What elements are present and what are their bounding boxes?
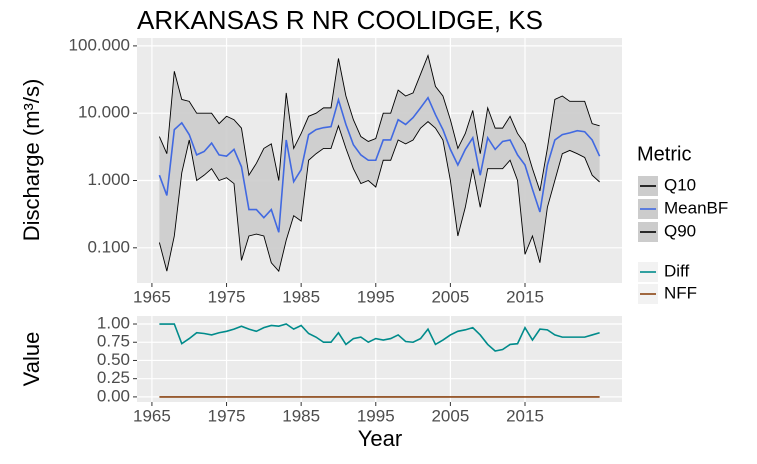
x-tick-label: 1975 (208, 287, 246, 306)
x-tick-label: 2015 (506, 287, 544, 306)
ribbon (159, 55, 600, 272)
legend-title: Metric (637, 143, 691, 165)
x-tick-label: 1975 (208, 406, 246, 425)
plot-background (137, 316, 622, 402)
series-line (158, 121, 600, 273)
x-tick-label: 1965 (133, 406, 171, 425)
series-line (158, 54, 600, 192)
x-tick-label: 1985 (282, 406, 320, 425)
series-line (158, 96, 601, 233)
y-axis-title: Value (19, 332, 44, 387)
x-tick-label: 2015 (506, 406, 544, 425)
y-tick-label: 0.50 (97, 350, 130, 369)
x-tick-label: 1965 (133, 287, 171, 306)
x-tick-label: 1985 (282, 287, 320, 306)
y-axis-title: Discharge (m³/s) (19, 79, 44, 242)
y-tick-label: 0.25 (97, 368, 130, 387)
chart-title: ARKANSAS R NR COOLIDGE, KS (137, 5, 543, 35)
legend-label: Q10 (664, 175, 696, 194)
legend-label: Diff (664, 261, 689, 280)
x-tick-label: 2005 (431, 287, 469, 306)
x-axis-title: Year (358, 426, 402, 451)
legend-label: MeanBF (664, 198, 728, 217)
y-tick-label: 100.000 (69, 35, 130, 54)
y-tick-label: 0.75 (97, 332, 130, 351)
legend-label: Q90 (664, 221, 696, 240)
legend-label: NFF (664, 283, 697, 302)
x-tick-label: 2005 (431, 406, 469, 425)
x-tick-label: 1995 (357, 406, 395, 425)
x-tick-label: 1995 (357, 287, 395, 306)
y-tick-label: 1.000 (87, 170, 130, 189)
series-line (159, 323, 600, 352)
y-tick-label: 10.000 (78, 103, 130, 122)
y-tick-label: 0.00 (97, 386, 130, 405)
y-tick-label: 1.00 (97, 314, 130, 333)
y-tick-label: 0.100 (87, 237, 130, 256)
